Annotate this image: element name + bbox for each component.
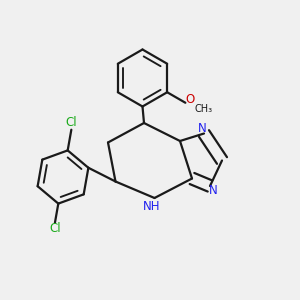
- Text: O: O: [185, 93, 195, 106]
- Text: N: N: [198, 122, 207, 135]
- Text: N: N: [209, 184, 218, 197]
- Text: Cl: Cl: [49, 222, 61, 235]
- Text: CH₃: CH₃: [194, 104, 212, 114]
- Text: NH: NH: [143, 200, 160, 213]
- Text: Cl: Cl: [65, 116, 77, 129]
